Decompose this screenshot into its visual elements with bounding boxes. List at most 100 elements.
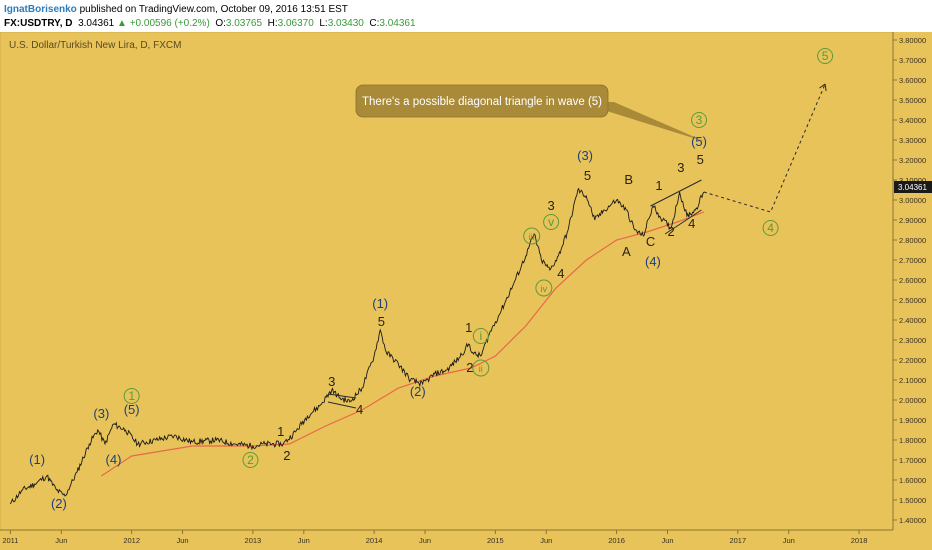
wave-label: (5) <box>691 134 707 149</box>
callout-box <box>355 84 609 118</box>
wave-label-circle <box>762 220 779 236</box>
wave-label: 3 <box>696 113 703 127</box>
last-price: 3.04361 <box>78 18 115 29</box>
author-link[interactable]: IgnatBorisenko <box>4 4 77 15</box>
projection-path <box>703 83 826 213</box>
y-tick-label: 2.10000 <box>899 376 926 385</box>
trendline <box>650 179 702 207</box>
wave-label: (4) <box>645 254 661 269</box>
y-tick-label: 3.20000 <box>899 156 926 165</box>
price-change: +0.00596 (+0.2%) <box>129 18 210 29</box>
wave-label-circle <box>472 359 490 377</box>
low-label: L: <box>319 18 328 29</box>
callout-pointer <box>578 102 706 142</box>
y-tick-label: 2.60000 <box>899 276 926 285</box>
close-value: 3.04361 <box>379 18 416 29</box>
wave-label: 5 <box>697 152 704 167</box>
y-tick-label: 2.00000 <box>899 396 926 405</box>
wave-label: C <box>646 234 655 249</box>
high-value: 3.06370 <box>277 18 314 29</box>
last-price-tag: 3.04361 <box>894 181 932 193</box>
y-tick-label: 3.70000 <box>899 56 926 65</box>
y-tick-label: 1.80000 <box>899 436 926 445</box>
wave-label: 5 <box>822 49 829 63</box>
x-tick-label: 2015 <box>487 536 504 545</box>
wave-label-circle <box>123 388 140 404</box>
wave-label: 1 <box>465 320 472 335</box>
up-arrow-icon: ▲ <box>117 18 127 29</box>
wave-label: (1) <box>29 452 45 467</box>
wave-label-circle <box>523 227 541 245</box>
wave-label: 3 <box>328 374 335 389</box>
low-value: 3.03430 <box>327 18 364 29</box>
wave-label: 4 <box>356 402 363 417</box>
x-tick-label: 2014 <box>366 536 383 545</box>
wave-label: i <box>479 329 482 343</box>
y-tick-label: 3.00000 <box>899 196 926 205</box>
x-tick-label: 2012 <box>123 536 140 545</box>
ohlc-line: FX:USDTRY, D 3.04361 ▲ +0.00596 (+0.2%) … <box>4 17 416 30</box>
x-tick-label: Jun <box>783 536 795 545</box>
wave-label: 2 <box>668 224 675 239</box>
wave-label: (2) <box>410 384 426 399</box>
y-tick-label: 3.60000 <box>899 76 926 85</box>
x-tick-label: Jun <box>177 536 189 545</box>
y-tick-label: 3.10000 <box>899 176 926 185</box>
x-tick-label: 2017 <box>729 536 746 545</box>
wave-label-circle <box>242 452 259 468</box>
wave-label: 4 <box>557 266 564 281</box>
wave-label: 2 <box>466 360 473 375</box>
y-tick-label: 1.90000 <box>899 416 926 425</box>
wave-label: B <box>624 172 633 187</box>
price-chart[interactable]: U.S. Dollar/Turkish New Lira, D, FXCM 3.… <box>0 32 932 550</box>
wave-label-circle <box>817 48 834 64</box>
wave-label: (1) <box>372 296 388 311</box>
wave-label: iv <box>541 284 548 294</box>
triangle-trendlines <box>327 179 702 409</box>
wave-label: (2) <box>51 496 67 511</box>
x-tick-label: 2018 <box>851 536 868 545</box>
y-tick-label: 2.80000 <box>899 236 926 245</box>
y-tick-label: 3.30000 <box>899 136 926 145</box>
y-tick-label: 1.60000 <box>899 476 926 485</box>
trendline <box>327 401 357 409</box>
x-tick-label: 2016 <box>608 536 625 545</box>
wave-label: ii <box>479 364 483 374</box>
wave-label: (4) <box>106 452 122 467</box>
wave-label: v <box>548 215 554 229</box>
wave-label: 1 <box>128 389 135 403</box>
callout: There's a possible diagonal triangle in … <box>355 84 706 142</box>
wave-label: (5) <box>124 402 140 417</box>
y-tick-label: 1.40000 <box>899 516 926 525</box>
y-tick-label: 2.50000 <box>899 296 926 305</box>
callout-text: There's a possible diagonal triangle in … <box>362 96 602 108</box>
moving-average-line <box>100 211 705 477</box>
trendline <box>664 209 702 235</box>
last-price-axis-label: 3.04361 <box>898 183 927 192</box>
x-tick-label: 2013 <box>245 536 262 545</box>
projection-arrowhead <box>819 83 827 92</box>
open-label: O: <box>215 18 226 29</box>
y-tick-label: 2.30000 <box>899 336 926 345</box>
wave-label: 1 <box>277 424 284 439</box>
trendline <box>327 393 357 399</box>
wave-label-circle <box>543 214 560 230</box>
publish-line: IgnatBorisenko published on TradingView.… <box>4 3 348 16</box>
y-tick-label: 3.50000 <box>899 96 926 105</box>
x-tick-label: Jun <box>298 536 310 545</box>
x-tick-label: Jun <box>540 536 552 545</box>
y-tick-label: 2.70000 <box>899 256 926 265</box>
close-label: C: <box>369 18 380 29</box>
y-tick-label: 2.90000 <box>899 216 926 225</box>
chart-title: U.S. Dollar/Turkish New Lira, D, FXCM <box>9 40 181 51</box>
wave-label: (3) <box>93 406 109 421</box>
wave-label: 1 <box>655 178 662 193</box>
symbol-label: FX:USDTRY, D <box>4 18 73 29</box>
wave-label: 5 <box>584 168 591 183</box>
x-tick-label: 2011 <box>2 536 18 545</box>
y-tick-label: 2.40000 <box>899 316 926 325</box>
last-price-box <box>894 181 932 193</box>
y-tick-label: 3.80000 <box>899 36 926 45</box>
wave-label-circle <box>472 328 489 344</box>
wave-label: 5 <box>378 314 385 329</box>
